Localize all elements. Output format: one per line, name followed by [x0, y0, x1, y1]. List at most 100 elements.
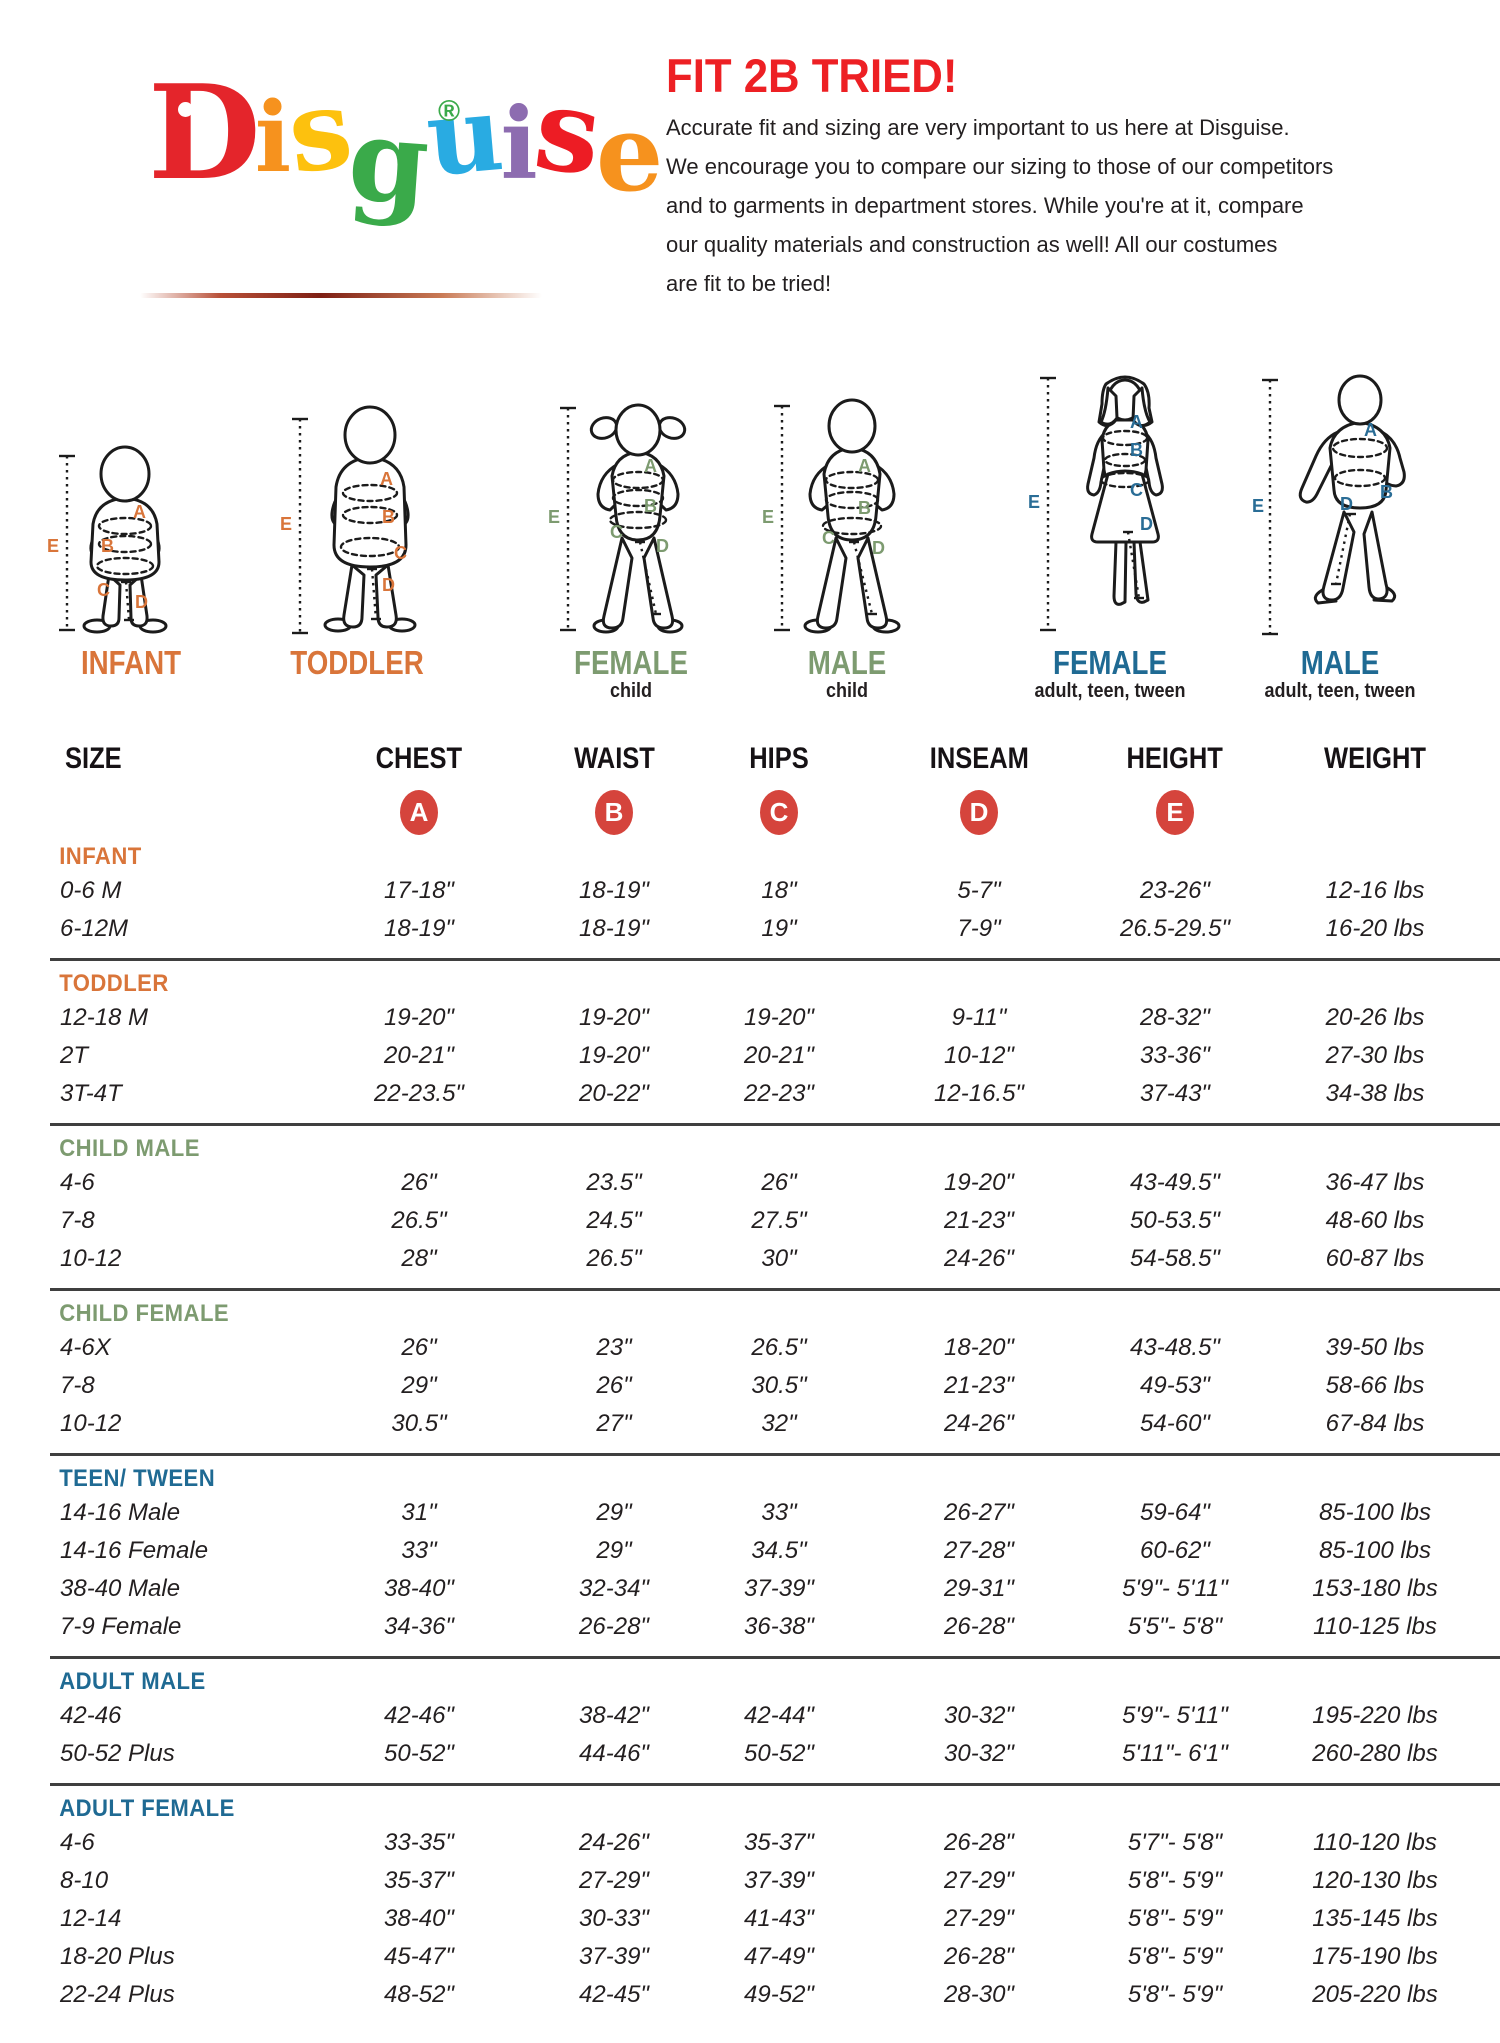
section-header-adult-female: ADULT FEMALE: [59, 1795, 235, 1822]
label-b: B: [644, 496, 657, 516]
size-cell: 12-14: [60, 1905, 122, 1932]
table-row: 50-52 Plus 50-52" 44-46" 50-52" 30-32" 5'11"-…: [50, 1735, 1500, 1773]
badge-cell: C: [700, 789, 858, 835]
inseam-measure: [370, 568, 378, 620]
value-cell: 39-50 lbs: [1325, 1334, 1425, 1361]
figure-male-child: E A B C D: [762, 398, 901, 634]
waist-measure: [611, 488, 665, 508]
caption-toddler: TODDLER: [290, 644, 424, 681]
section-divider: [50, 1656, 1500, 1659]
label-e: E: [762, 507, 774, 527]
logo-letter: i: [254, 81, 292, 194]
measure-badge-c: C: [760, 789, 798, 835]
caption-infant: INFANT: [80, 644, 182, 681]
size-cell: 2T: [60, 1042, 89, 1069]
label-a: A: [1364, 420, 1377, 440]
value-cell: 85-100 lbs: [1318, 1537, 1432, 1564]
value-cell: 34.5": [751, 1537, 807, 1564]
measure-badge-b: B: [595, 789, 633, 835]
label-c: C: [822, 528, 835, 548]
value-cell: 24-26": [944, 1410, 1014, 1437]
chest-measure: [824, 470, 880, 490]
value-cell: 18-19": [384, 915, 454, 942]
logo-letter: e: [595, 90, 664, 215]
value-cell: 30.5": [751, 1372, 807, 1399]
value-cell: 5'8"- 5'9": [1127, 1905, 1223, 1932]
value-cell: 5'5"- 5'8": [1127, 1613, 1223, 1640]
caption-female-adult-sub: adult, teen, tween: [1034, 680, 1186, 702]
value-cell: 42-45": [579, 1981, 649, 2008]
caption-male-adult: MALE: [1300, 644, 1380, 681]
waist-measure: [1103, 452, 1147, 468]
value-cell: 33-35": [384, 1829, 454, 1856]
value-cell: 58-66 lbs: [1325, 1372, 1425, 1399]
size-cell: 4-6X: [60, 1334, 111, 1361]
section-divider: [50, 1288, 1500, 1291]
value-cell: 42-46": [384, 1702, 454, 1729]
value-cell: 34-38 lbs: [1325, 1080, 1425, 1107]
value-cell: 19-20": [579, 1042, 649, 1069]
leg: [1112, 540, 1128, 606]
size-table: SIZE CHEST WAIST HIPS INSEAM HEIGHT WEIGHT A B C…: [50, 742, 1500, 2014]
value-cell: 16-20 lbs: [1325, 915, 1425, 942]
table-row: 22-24 Plus 48-52" 42-45" 49-52" 28-30" 5'8"- …: [50, 1976, 1500, 2014]
leg: [642, 536, 675, 630]
logo-letter: g: [344, 91, 434, 231]
hips-measure: [95, 556, 155, 576]
chest-measure: [611, 470, 665, 490]
value-cell: 29": [401, 1372, 437, 1399]
value-cell: 49-53": [1140, 1372, 1210, 1399]
section-header-child-female: CHILD FEMALE: [59, 1300, 230, 1327]
value-cell: 37-39": [744, 1575, 814, 1602]
section-header-toddler: TODDLER: [59, 970, 169, 997]
label-e: E: [1028, 492, 1040, 512]
label-e: E: [280, 514, 292, 534]
value-cell: 30-32": [944, 1702, 1014, 1729]
value-cell: 27-29": [944, 1867, 1014, 1894]
table-row: 10-12 28" 26.5" 30" 24-26" 54-58.5" 60-87 lbs: [50, 1240, 1500, 1278]
value-cell: 22-23": [744, 1080, 814, 1107]
table-row: 14-16 Male 31" 29" 33" 26-27" 59-64" 85-100 lb…: [50, 1494, 1500, 1532]
value-cell: 120-130 lbs: [1312, 1867, 1438, 1894]
column-header-hips: HIPS: [749, 742, 809, 775]
inseam-measure: [124, 581, 131, 621]
value-cell: 10-12": [944, 1042, 1014, 1069]
value-cell: 5'8"- 5'9": [1127, 1943, 1223, 1970]
arm: [1298, 430, 1340, 504]
size-cell: 18-20 Plus: [60, 1943, 175, 1970]
label-b: B: [382, 507, 395, 527]
caption-female-child-sub: child: [609, 680, 652, 702]
value-cell: 17-18": [384, 877, 454, 904]
chest-measure: [1331, 437, 1389, 459]
chest-measure: [1101, 429, 1149, 447]
logo-letter: D: [148, 56, 261, 209]
section-divider: [50, 1123, 1500, 1126]
label-b: B: [101, 536, 114, 556]
table-row: 2T 20-21" 19-20" 20-21" 10-12" 33-36" 27-30 lb…: [50, 1037, 1500, 1075]
value-cell: 153-180 lbs: [1312, 1575, 1438, 1602]
caption-male-adult-sub: adult, teen, tween: [1264, 680, 1416, 702]
value-cell: 27-29": [579, 1867, 649, 1894]
size-cell: 22-24 Plus: [60, 1981, 175, 2008]
value-cell: 18": [761, 877, 797, 904]
value-cell: 29": [596, 1499, 632, 1526]
head: [343, 405, 397, 465]
figure-female-adult: E A B C D: [1028, 375, 1164, 632]
intro-line: We encourage you to compare our sizing t…: [666, 154, 1334, 179]
label-a: A: [1130, 412, 1143, 432]
value-cell: 5-7": [957, 877, 1001, 904]
figure-female-child: E A B C D: [548, 403, 687, 634]
value-cell: 34-36": [384, 1613, 454, 1640]
value-cell: 43-48.5": [1130, 1334, 1220, 1361]
value-cell: 12-16.5": [934, 1080, 1024, 1107]
size-cell: 50-52 Plus: [60, 1740, 175, 1767]
value-cell: 26-27": [944, 1499, 1014, 1526]
value-cell: 48-52": [384, 1981, 454, 2008]
section-divider: [50, 1783, 1500, 1786]
value-cell: 27-29": [944, 1905, 1014, 1932]
badge-cell: E: [1100, 789, 1250, 835]
value-cell: 23-26": [1140, 877, 1210, 904]
column-header-inseam: INSEAM: [929, 742, 1029, 775]
label-b: B: [1380, 482, 1393, 502]
size-cell: 7-8: [60, 1207, 95, 1234]
